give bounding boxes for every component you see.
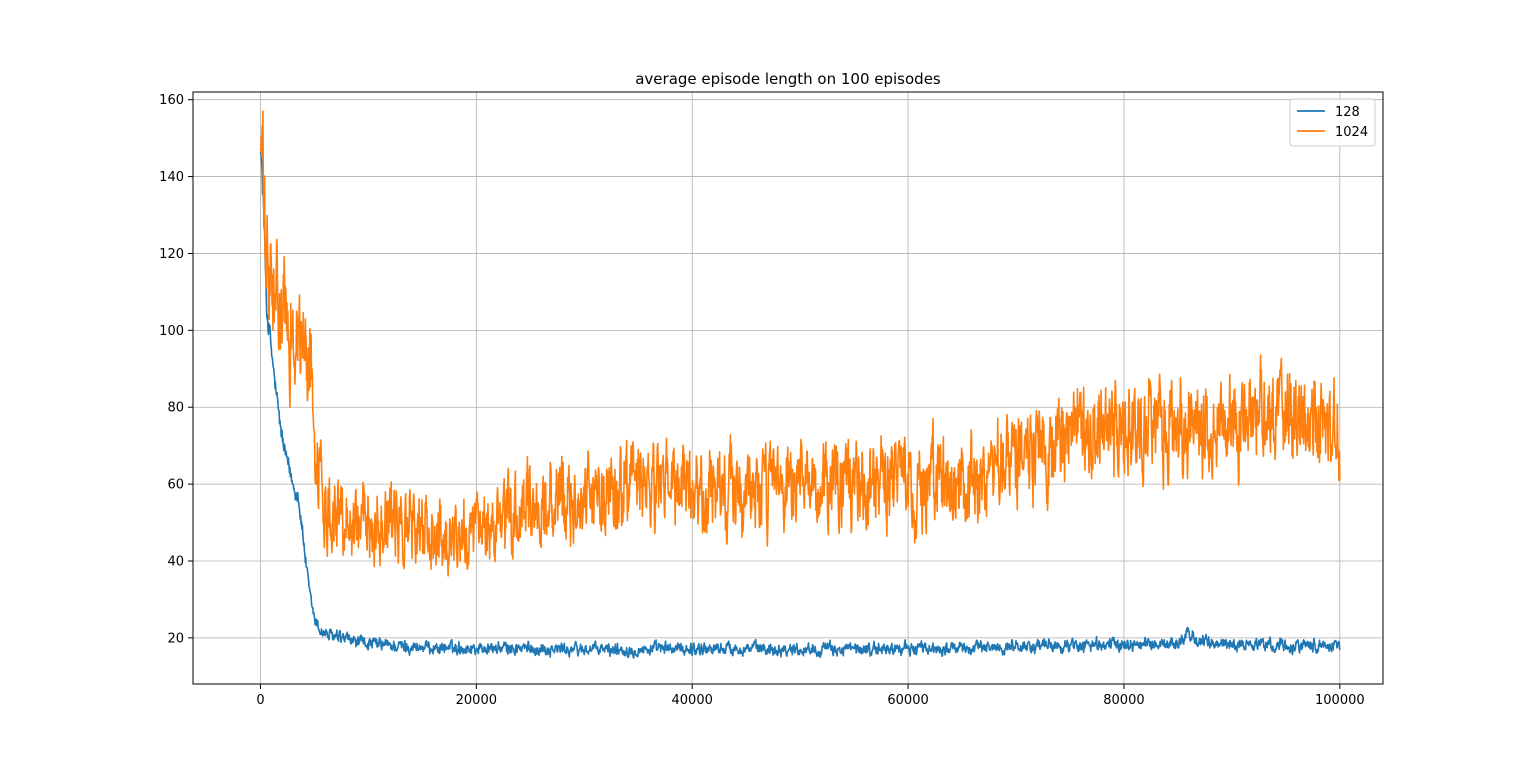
- x-tick-label: 40000: [672, 693, 713, 708]
- y-tick-label: 140: [159, 170, 184, 185]
- x-tick-label: 20000: [456, 693, 497, 708]
- legend: 128 1024: [1289, 98, 1376, 147]
- series-line-128: [259, 151, 1341, 659]
- x-tick-label: 60000: [887, 693, 928, 708]
- y-tick-label: 100: [159, 324, 184, 339]
- y-tick-label: 40: [167, 554, 184, 569]
- legend-label-1024: 1024: [1335, 125, 1368, 140]
- x-tick-label: 80000: [1103, 693, 1144, 708]
- series-group: [259, 110, 1341, 659]
- y-tick-label: 80: [167, 401, 184, 416]
- x-tick-label: 0: [256, 693, 264, 708]
- axis-ticks: 0 20000 40000 60000 80000 100000 20 40 60 80 100 12…: [159, 93, 1364, 708]
- legend-label-128: 128: [1335, 105, 1360, 120]
- y-tick-label: 20: [167, 631, 184, 646]
- y-tick-label: 120: [159, 247, 184, 262]
- x-tick-label: 100000: [1315, 693, 1365, 708]
- series-line-1024: [259, 110, 1341, 577]
- chart-title: average episode length on 100 episodes: [635, 70, 941, 88]
- y-tick-label: 60: [167, 478, 184, 493]
- plot-frame: [192, 91, 1384, 685]
- y-tick-label: 160: [159, 93, 184, 108]
